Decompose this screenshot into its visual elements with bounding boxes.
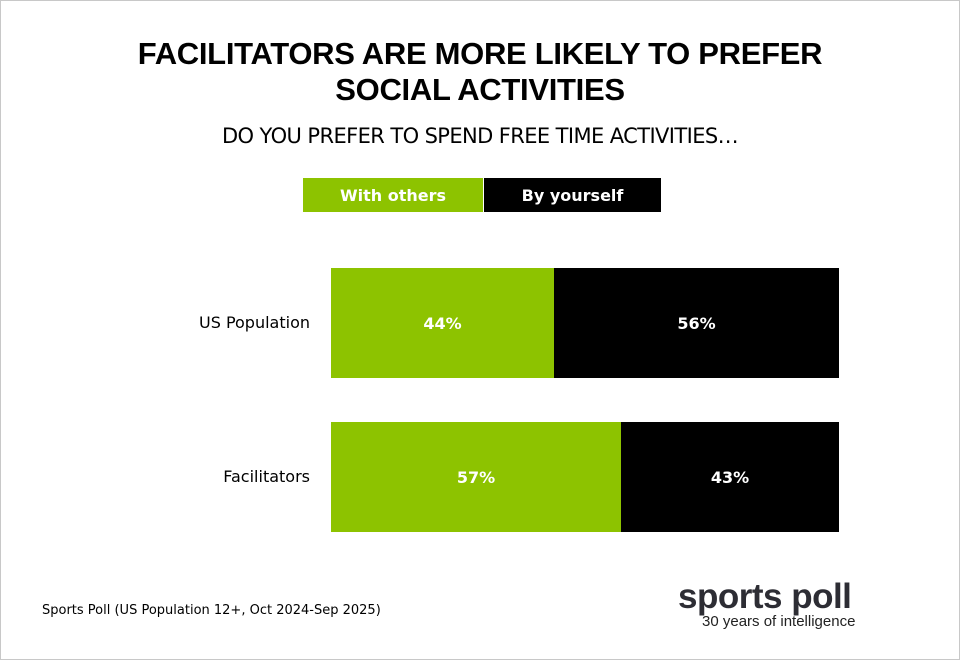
- legend: With others By yourself: [303, 178, 661, 212]
- legend-item-by-yourself: By yourself: [484, 178, 661, 212]
- bar-segment-by-yourself: 43%: [621, 422, 839, 532]
- row-label-us-population: US Population: [198, 313, 310, 332]
- chart-title-line2: SOCIAL ACTIVITIES: [335, 72, 625, 107]
- bar-segment-with-others: 57%: [331, 422, 621, 532]
- row-label-facilitators: Facilitators: [223, 467, 310, 486]
- logo-wordmark: sports poll: [678, 577, 852, 616]
- data-label: 57%: [456, 467, 496, 487]
- chart-subtitle: DO YOU PREFER TO SPEND FREE TIME ACTIVIT…: [221, 124, 739, 148]
- sports-poll-logo: sports poll 30 years of intelligence: [678, 577, 856, 630]
- source-note: Sports Poll (US Population 12+, Oct 2024…: [42, 603, 381, 618]
- data-label: 56%: [677, 313, 716, 333]
- bar-segment-with-others: 44%: [331, 268, 554, 378]
- data-label: 44%: [423, 313, 462, 333]
- chart-title: FACILITATORS ARE MORE LIKELY TO PREFER S…: [0, 36, 960, 108]
- bar-facilitators: 57% 43%: [331, 422, 839, 532]
- logo-tagline: 30 years of intelligence: [702, 613, 856, 630]
- legend-item-with-others: With others: [303, 178, 483, 212]
- chart-title-line1: FACILITATORS ARE MORE LIKELY TO PREFER: [137, 36, 823, 71]
- bar-us-population: 44% 56%: [331, 268, 839, 378]
- bar-segment-by-yourself: 56%: [554, 268, 839, 378]
- data-label: 43%: [710, 467, 750, 487]
